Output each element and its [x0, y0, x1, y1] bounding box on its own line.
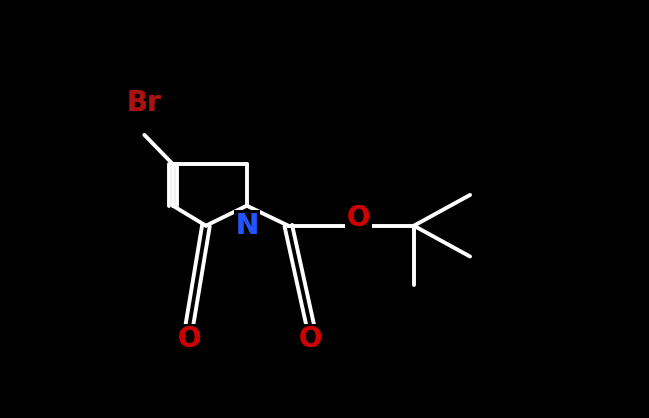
Text: O: O	[177, 325, 201, 353]
Text: N: N	[235, 212, 258, 240]
Text: O: O	[299, 325, 323, 353]
Text: O: O	[177, 325, 201, 353]
Text: Br: Br	[127, 89, 162, 117]
Text: O: O	[347, 204, 370, 232]
Text: Br: Br	[127, 89, 162, 117]
Text: N: N	[235, 212, 258, 240]
Text: O: O	[299, 325, 323, 353]
Text: O: O	[347, 204, 370, 232]
